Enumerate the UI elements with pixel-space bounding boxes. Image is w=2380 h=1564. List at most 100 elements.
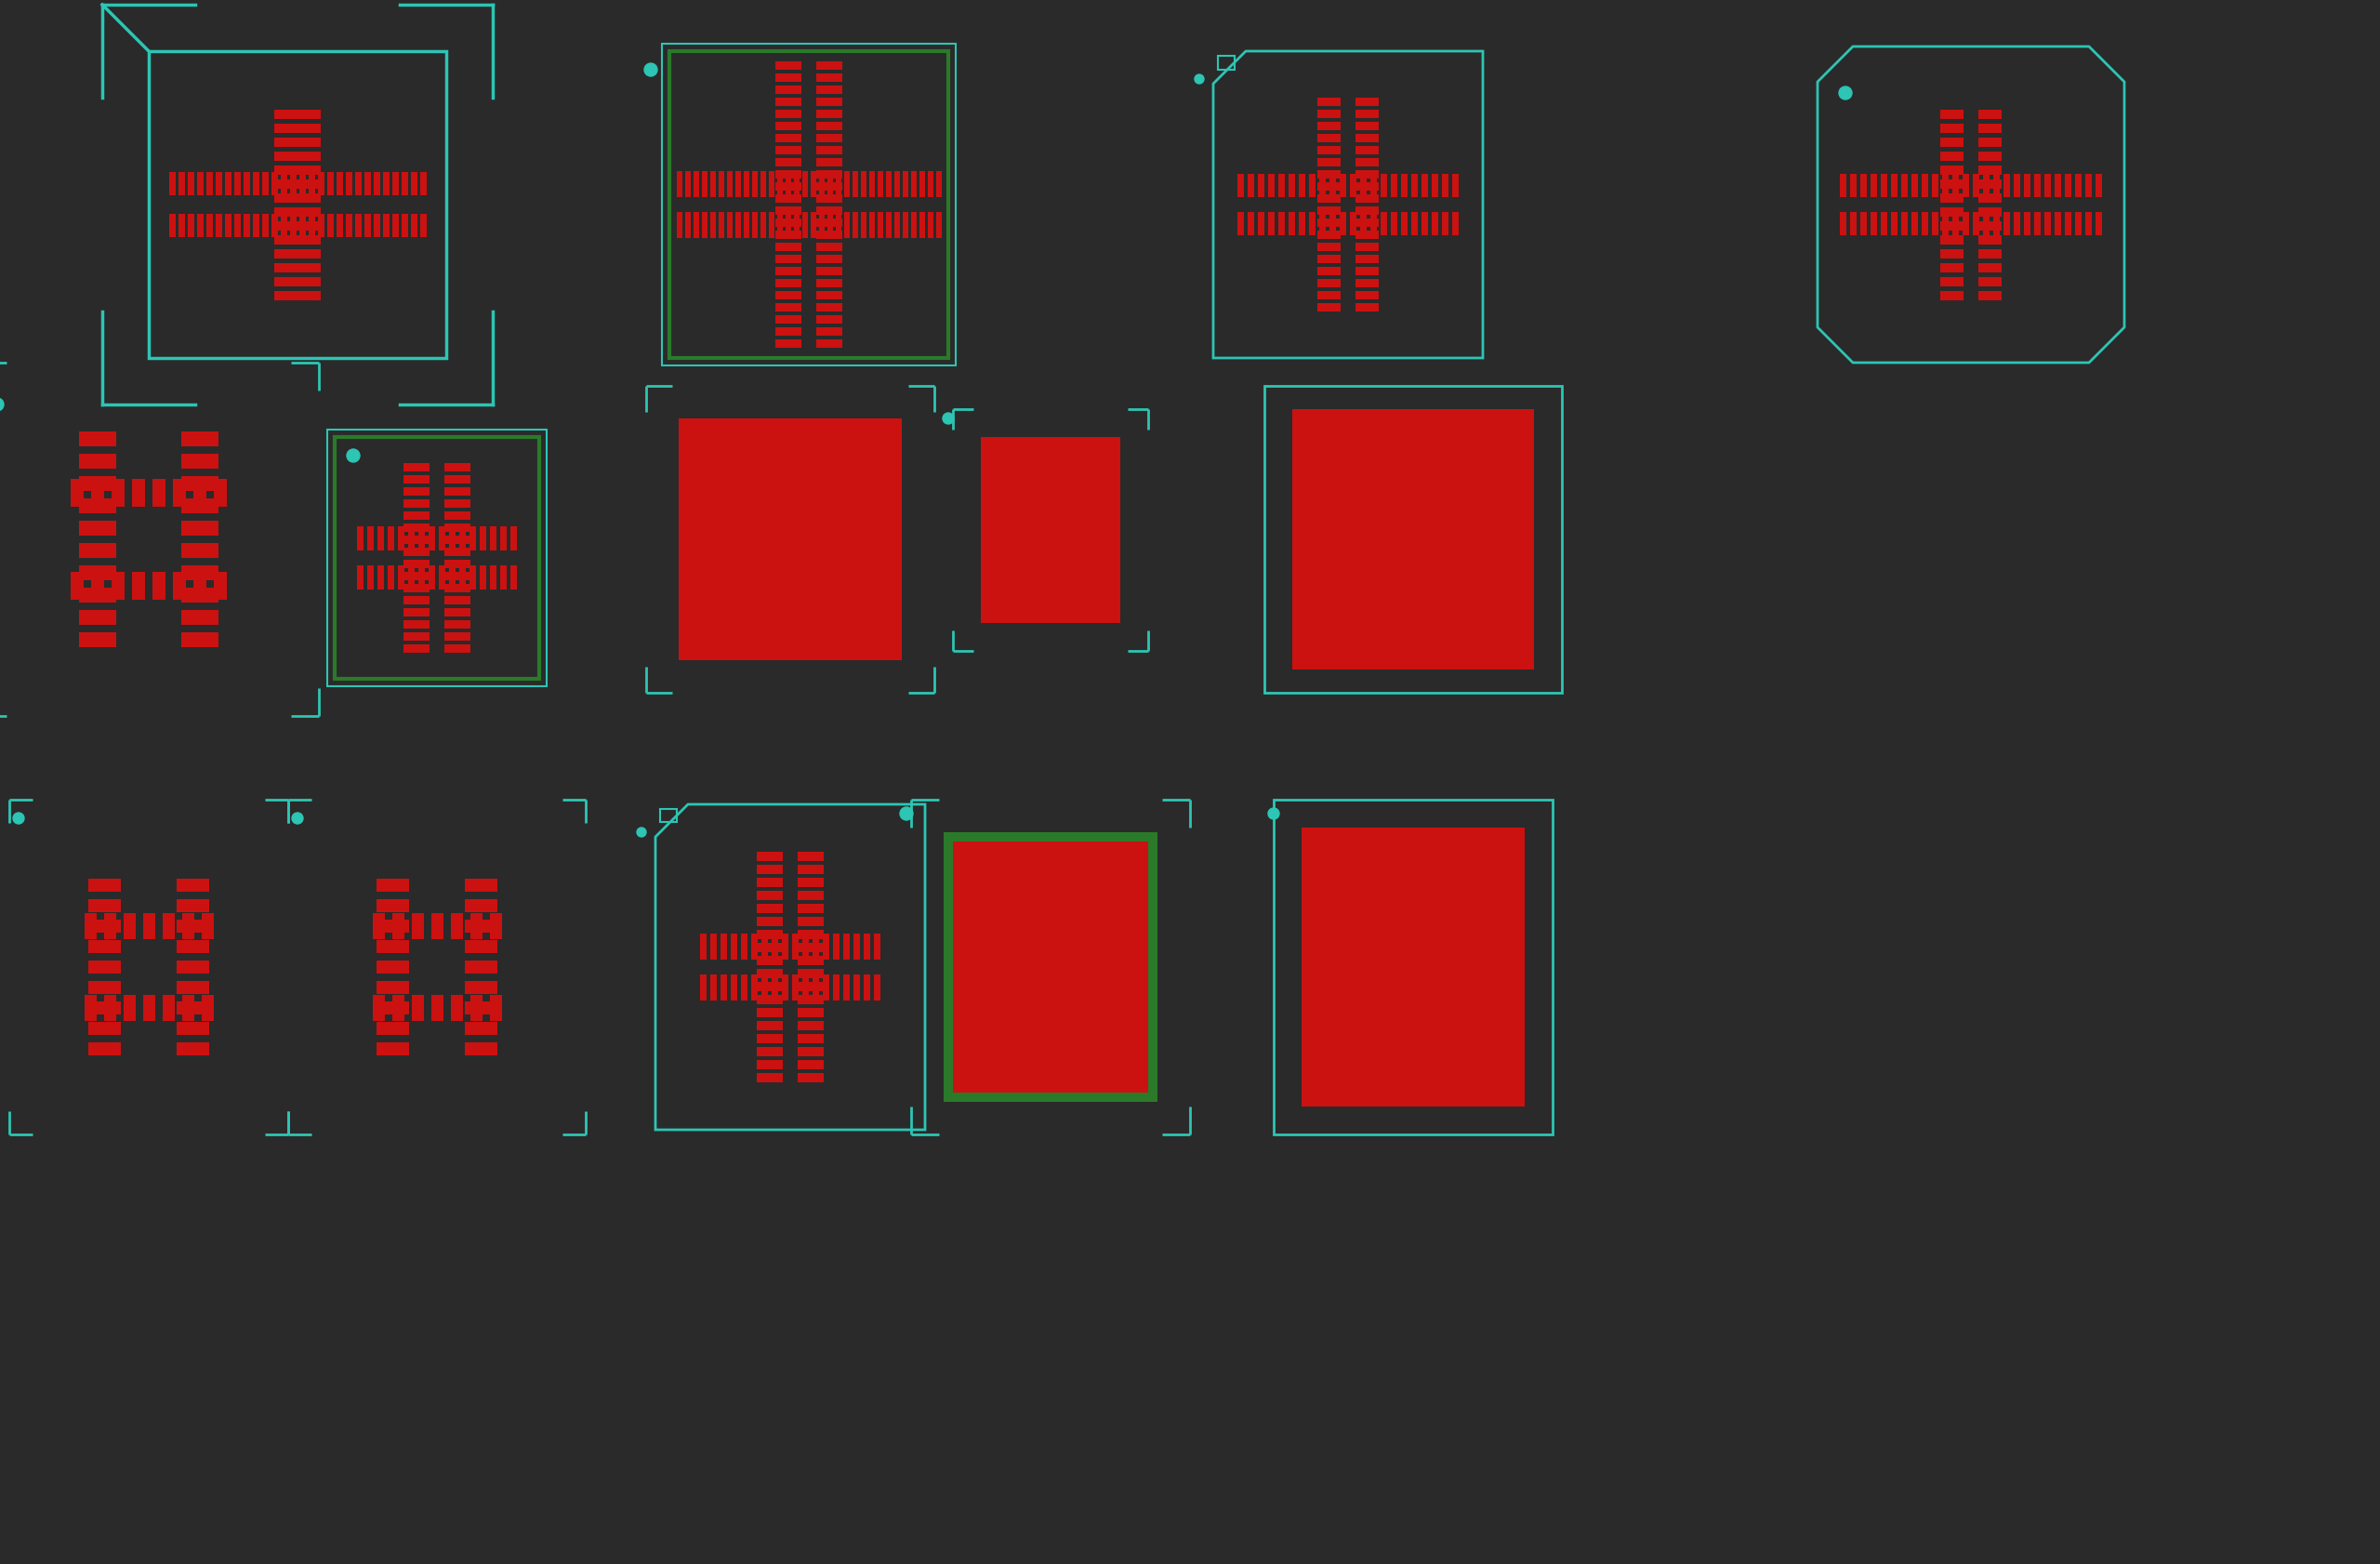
- Bar: [88, 1021, 121, 1035]
- Bar: [1390, 493, 1397, 516]
- Bar: [274, 178, 298, 188]
- Bar: [445, 463, 471, 471]
- Bar: [174, 479, 186, 507]
- Bar: [469, 565, 476, 590]
- Bar: [490, 527, 497, 551]
- Bar: [1000, 526, 1023, 535]
- Bar: [397, 527, 405, 551]
- Bar: [1364, 995, 1371, 1020]
- Bar: [274, 221, 298, 230]
- Bar: [1440, 1024, 1466, 1034]
- Bar: [1871, 213, 1878, 235]
- Bar: [252, 214, 259, 238]
- Bar: [181, 995, 193, 1021]
- Bar: [1288, 174, 1295, 197]
- Bar: [835, 213, 840, 238]
- Bar: [464, 981, 497, 995]
- Bar: [816, 219, 843, 227]
- Bar: [902, 170, 907, 197]
- Bar: [752, 974, 757, 1001]
- Bar: [1933, 213, 1937, 235]
- Bar: [1357, 303, 1378, 311]
- Bar: [143, 913, 155, 938]
- Bar: [757, 852, 783, 862]
- Bar: [1452, 174, 1459, 197]
- Bar: [1357, 242, 1378, 252]
- Bar: [1021, 1004, 1033, 1031]
- Bar: [776, 255, 802, 263]
- Bar: [1357, 230, 1378, 239]
- Bar: [797, 1021, 823, 1031]
- Bar: [1088, 987, 1119, 998]
- Bar: [1440, 927, 1466, 937]
- Bar: [464, 940, 497, 952]
- Bar: [1040, 558, 1047, 579]
- Bar: [852, 213, 857, 238]
- Bar: [776, 158, 802, 166]
- Bar: [1359, 1024, 1385, 1034]
- Bar: [1440, 942, 1466, 951]
- Bar: [1000, 552, 1023, 560]
- Bar: [214, 572, 226, 599]
- Bar: [1288, 213, 1295, 235]
- Bar: [2044, 213, 2052, 235]
- Bar: [1092, 558, 1100, 579]
- Bar: [823, 483, 850, 493]
- Bar: [1052, 482, 1061, 502]
- Bar: [105, 995, 117, 1021]
- Bar: [407, 565, 414, 590]
- Bar: [2054, 213, 2061, 235]
- Bar: [224, 214, 231, 238]
- Bar: [188, 172, 193, 196]
- Bar: [1364, 493, 1371, 516]
- Bar: [176, 940, 209, 952]
- Bar: [1088, 970, 1119, 981]
- Bar: [1359, 984, 1385, 993]
- Bar: [357, 527, 364, 551]
- Bar: [823, 586, 850, 596]
- Bar: [719, 572, 728, 596]
- Bar: [1978, 178, 2002, 188]
- Bar: [1428, 563, 1438, 586]
- Bar: [776, 291, 802, 299]
- Bar: [169, 214, 176, 238]
- Bar: [1978, 166, 2002, 174]
- Bar: [1468, 995, 1476, 1020]
- Bar: [1495, 563, 1502, 586]
- Bar: [1021, 904, 1033, 931]
- Bar: [776, 86, 802, 94]
- Bar: [823, 974, 828, 1001]
- Bar: [393, 995, 405, 1021]
- Bar: [419, 565, 426, 590]
- Bar: [1402, 995, 1411, 1020]
- Bar: [1402, 563, 1411, 586]
- Bar: [1440, 970, 1466, 979]
- Bar: [785, 170, 790, 197]
- Bar: [298, 178, 321, 188]
- Bar: [1442, 493, 1449, 516]
- Bar: [88, 1001, 121, 1015]
- Bar: [757, 956, 783, 965]
- Bar: [178, 172, 186, 196]
- Bar: [376, 899, 409, 912]
- Bar: [1428, 915, 1438, 938]
- Bar: [743, 213, 750, 238]
- Bar: [412, 995, 424, 1021]
- Bar: [88, 920, 121, 932]
- Bar: [704, 483, 714, 507]
- Bar: [345, 172, 352, 196]
- Bar: [1861, 213, 1866, 235]
- Bar: [393, 913, 405, 938]
- Bar: [731, 586, 757, 596]
- Bar: [1323, 563, 1333, 586]
- Bar: [326, 214, 333, 238]
- Bar: [431, 913, 443, 938]
- Bar: [1359, 555, 1385, 563]
- Bar: [1411, 174, 1418, 197]
- Bar: [1323, 493, 1333, 516]
- Bar: [1299, 213, 1304, 235]
- Bar: [981, 436, 1121, 622]
- Bar: [500, 527, 507, 551]
- Bar: [823, 454, 850, 461]
- Bar: [1078, 558, 1088, 579]
